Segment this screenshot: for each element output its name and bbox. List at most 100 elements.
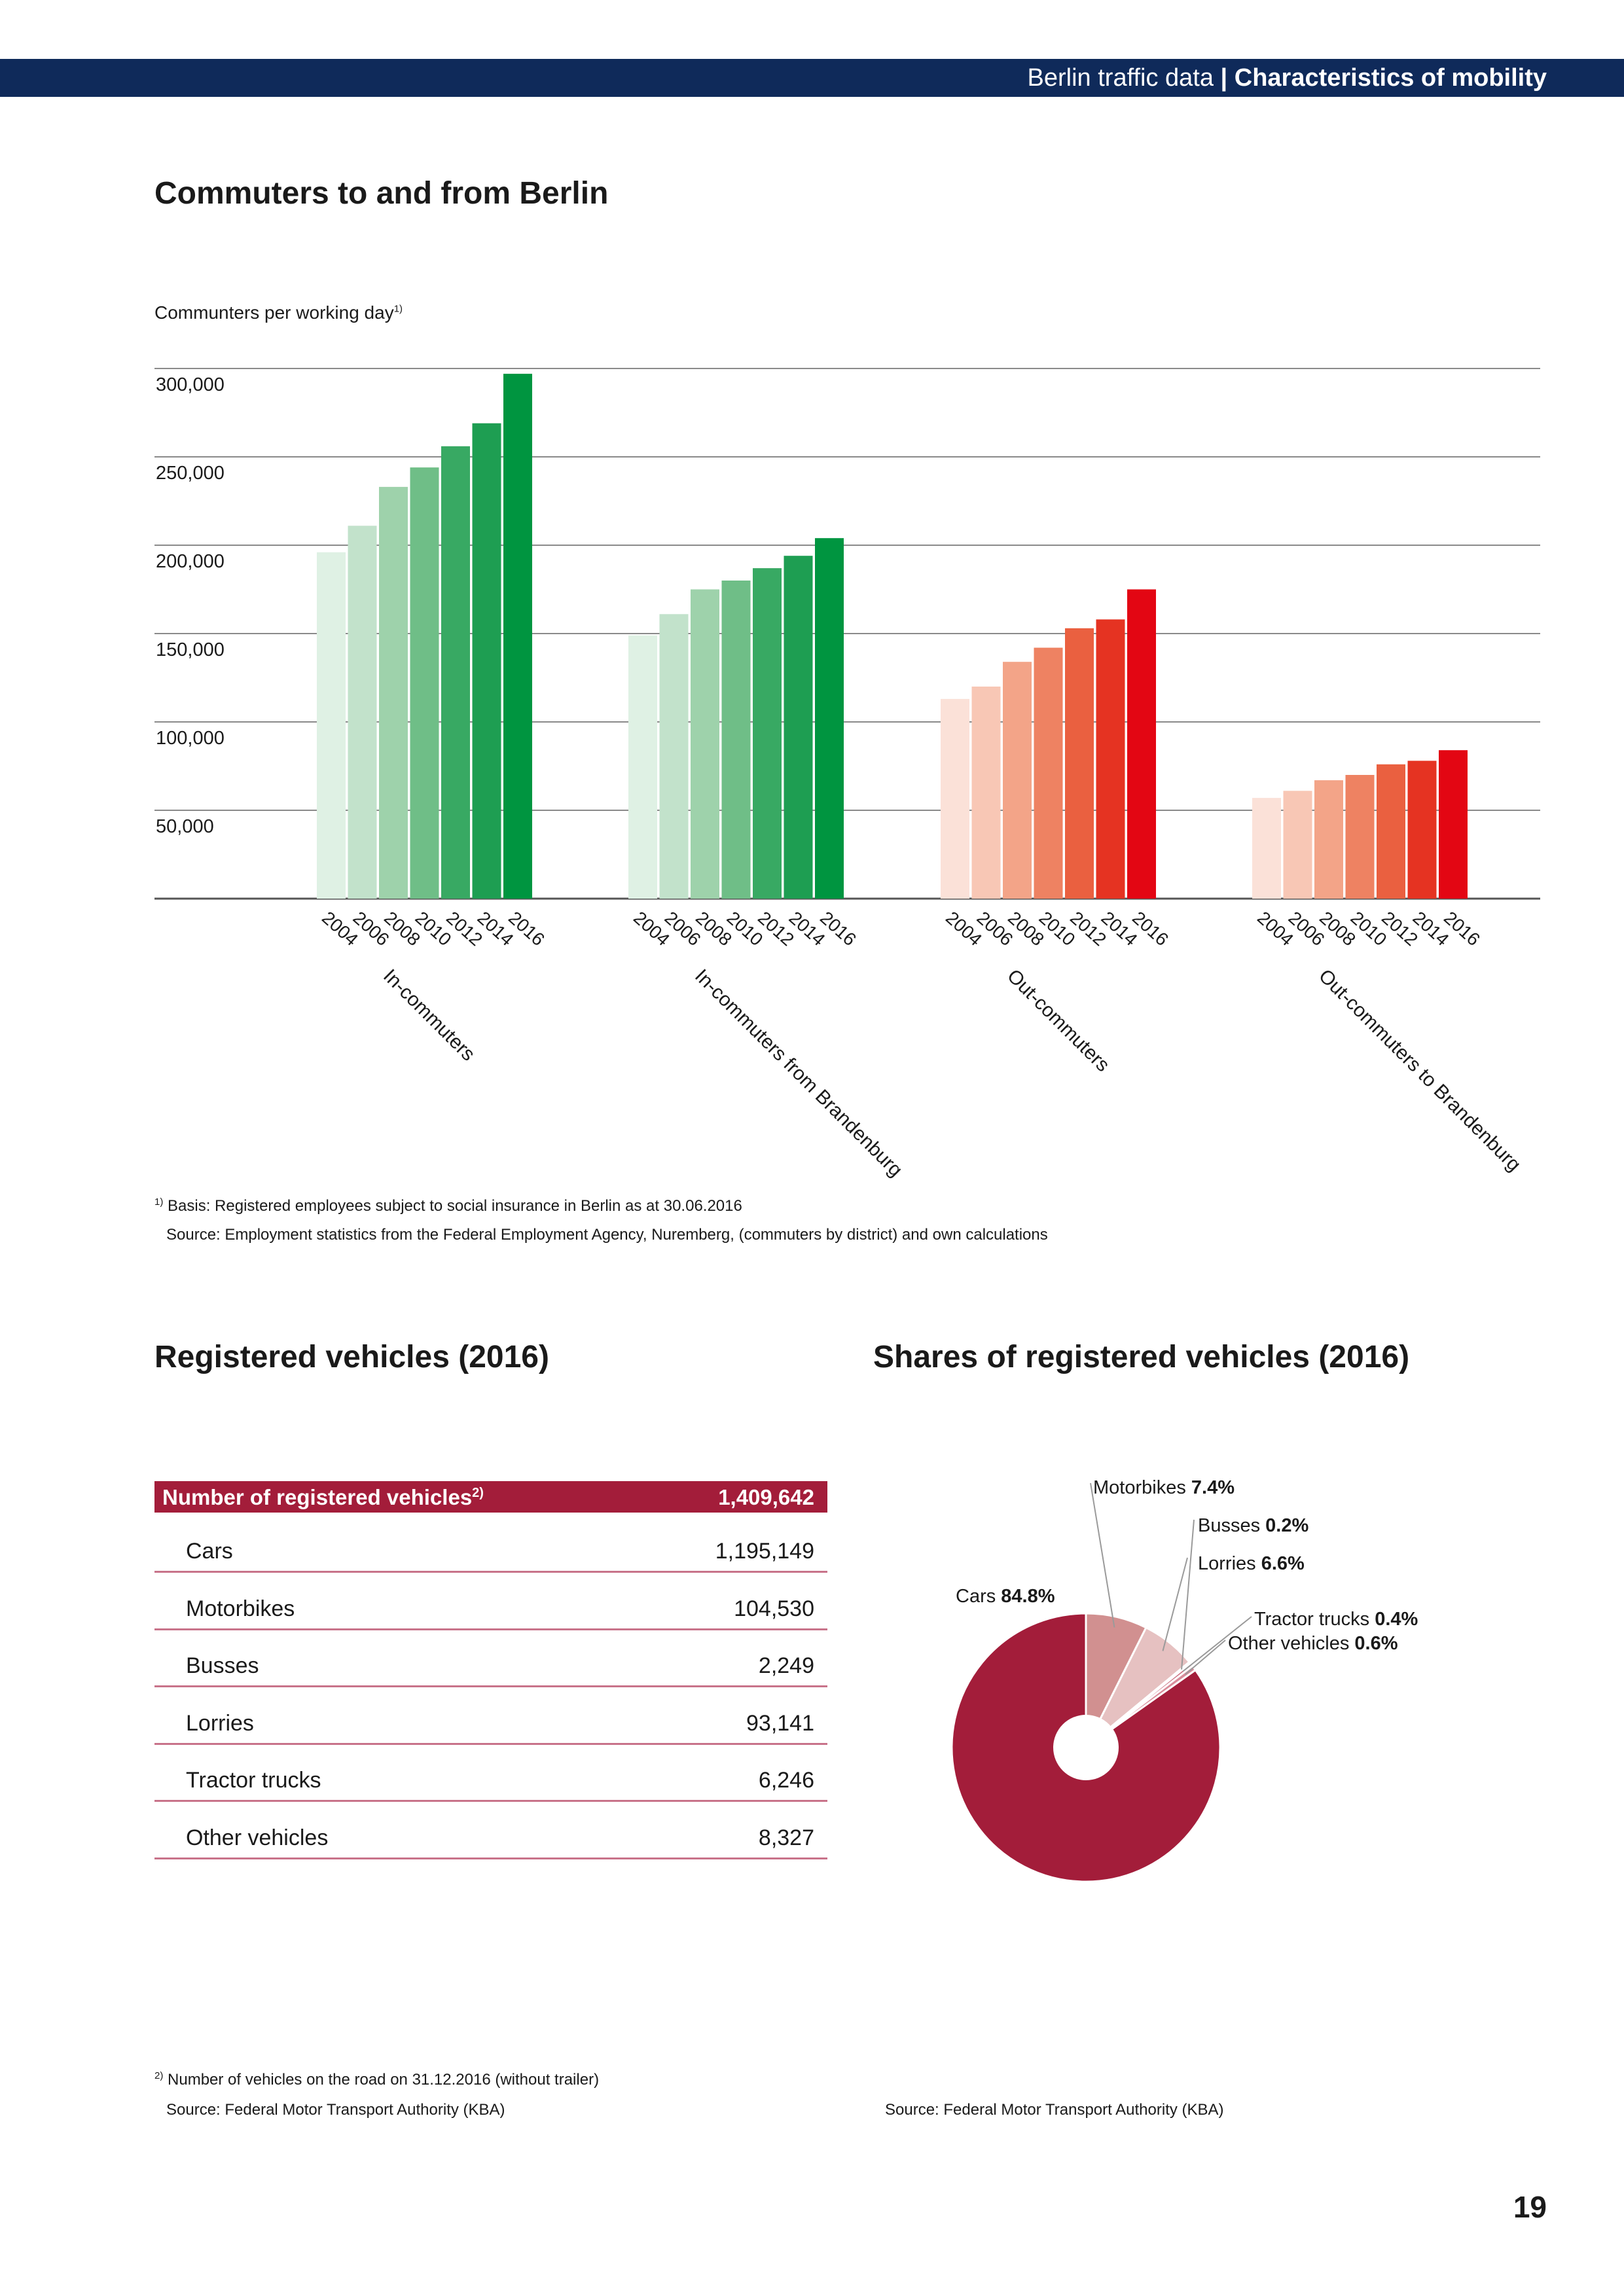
bar: [379, 486, 408, 899]
slice-name: Tractor trucks: [1254, 1609, 1375, 1630]
header-label-text: Number of registered vehicles: [162, 1485, 473, 1509]
row-value: 1,195,149: [715, 1539, 814, 1564]
slice-name: Cars: [956, 1586, 1001, 1607]
vehicles-footnote: 2) Number of vehicles on the road on 31.…: [154, 2070, 599, 2089]
leader-line: [1182, 1616, 1252, 1672]
slice-value: 6.6%: [1261, 1553, 1305, 1574]
x-tick-label: 2004: [1254, 907, 1297, 950]
bar: [1283, 791, 1312, 899]
table-row: Other vehicles 8,327: [154, 1801, 827, 1859]
bar: [1127, 589, 1156, 899]
y-tick-label: 300,000: [156, 374, 225, 395]
y-tick-label: 50,000: [156, 816, 214, 837]
header-label: Number of registered vehicles2): [162, 1485, 484, 1510]
row-value: 2,249: [758, 1653, 814, 1679]
bar: [1377, 764, 1405, 899]
bar: [441, 446, 470, 899]
footnote-text-1: Basis: Registered employees subject to s…: [168, 1197, 742, 1215]
row-value: 6,246: [758, 1768, 814, 1793]
slice-name: Lorries: [1198, 1553, 1261, 1574]
y-tick-label: 250,000: [156, 463, 225, 484]
slice-value: 84.8%: [1001, 1586, 1055, 1607]
shares-pie-chart: Motorbikes 7.4% Lorries 6.6% Busses 0.2% Tr…: [950, 1477, 1418, 1883]
running-header: Berlin traffic data | Characteristics of…: [1028, 62, 1547, 94]
slice-label: Lorries 6.6%: [1198, 1553, 1305, 1574]
table-row: Tractor trucks 6,246: [154, 1743, 827, 1803]
leader-line: [1185, 1640, 1226, 1675]
bar: [784, 556, 813, 899]
group-label: Out-commuters to Brandenburg: [1314, 965, 1525, 1176]
header-chapter: Characteristics of mobility: [1234, 64, 1547, 92]
bar: [941, 698, 969, 899]
bar: [472, 423, 501, 899]
bar: [753, 568, 782, 899]
bar: [348, 526, 377, 899]
bar: [1096, 619, 1125, 899]
bar: [503, 374, 532, 899]
bar: [1034, 647, 1063, 899]
header-bar: [0, 59, 1624, 97]
slice-label: Cars 84.8%: [956, 1586, 1055, 1607]
axis-label-text: Communters per working day: [154, 302, 394, 323]
row-label: Tractor trucks: [186, 1768, 321, 1793]
bar: [628, 635, 657, 899]
slice-name: Other vehicles: [1228, 1633, 1354, 1654]
page-number: 19: [1513, 2190, 1547, 2224]
group-label: Out-commuters: [1003, 965, 1114, 1077]
y-tick-label: 200,000: [156, 551, 225, 572]
x-tick-label: 2004: [630, 907, 674, 950]
slice-value: 0.4%: [1375, 1609, 1418, 1630]
vehicles-table-header: Number of registered vehicles2) 1,409,64…: [154, 1481, 827, 1513]
group-label: In-commuters from Brandenburg: [691, 965, 907, 1181]
axis-label-note: 1): [393, 303, 403, 315]
slice-name: Motorbikes: [1093, 1477, 1191, 1498]
row-label: Motorbikes: [186, 1596, 295, 1621]
bar: [815, 538, 844, 899]
footnote-mark-2: 2): [154, 2070, 164, 2081]
y-tick-label: 100,000: [156, 728, 225, 749]
shares-source: Source: Federal Motor Transport Authorit…: [885, 2101, 1224, 2119]
x-tick-label: 2004: [942, 907, 986, 950]
commuters-title: Commuters to and from Berlin: [154, 176, 609, 211]
slice-value: 0.2%: [1265, 1515, 1308, 1536]
pie-center-hole: [1053, 1715, 1119, 1780]
table-row: Motorbikes 104,530: [154, 1571, 827, 1630]
bar: [410, 467, 439, 899]
row-value: 8,327: [758, 1825, 814, 1850]
bar: [1439, 750, 1468, 899]
commuters-footnote: 1) Basis: Registered employees subject t…: [154, 1196, 742, 1215]
header-separator: |: [1220, 64, 1228, 92]
bar: [1407, 761, 1437, 899]
commuters-axis-label: Communters per working day1): [154, 302, 403, 323]
row-label: Cars: [186, 1539, 233, 1564]
bar: [1314, 780, 1343, 899]
table-row: Busses 2,249: [154, 1628, 827, 1688]
vehicles-source: Source: Federal Motor Transport Authorit…: [166, 2101, 505, 2119]
footnote-mark-1: 1): [154, 1196, 164, 1208]
slice-label: Tractor trucks 0.4%: [1254, 1609, 1418, 1630]
bar: [1345, 775, 1375, 899]
slice-label: Busses 0.2%: [1198, 1515, 1308, 1536]
bar: [659, 614, 689, 899]
header-value: 1,409,642: [718, 1485, 814, 1509]
leader-line: [1181, 1519, 1195, 1670]
leader-line: [1090, 1482, 1115, 1628]
row-label: Busses: [186, 1653, 259, 1679]
row-value: 104,530: [734, 1596, 814, 1621]
slice-value: 0.6%: [1354, 1633, 1398, 1654]
bar: [691, 589, 719, 899]
x-tick-label: 2004: [318, 907, 362, 950]
bar: [1065, 628, 1094, 899]
footnote-text-2: Number of vehicles on the road on 31.12.…: [168, 2071, 600, 2089]
bar: [1252, 798, 1281, 899]
bar: [1003, 662, 1032, 899]
bar: [721, 581, 751, 899]
header-label-note: 2): [472, 1486, 484, 1500]
commuters-source: Source: Employment statistics from the F…: [166, 1226, 1048, 1244]
row-label: Other vehicles: [186, 1825, 329, 1850]
row-value: 93,141: [746, 1710, 814, 1736]
slice-label: Motorbikes 7.4%: [1093, 1477, 1235, 1498]
commuters-bar-chart: 50,000 100,000 150,000 200,000 250,000 300,00…: [154, 368, 1540, 1181]
slice-value: 7.4%: [1191, 1477, 1235, 1498]
slice-label: Other vehicles 0.6%: [1228, 1633, 1398, 1654]
